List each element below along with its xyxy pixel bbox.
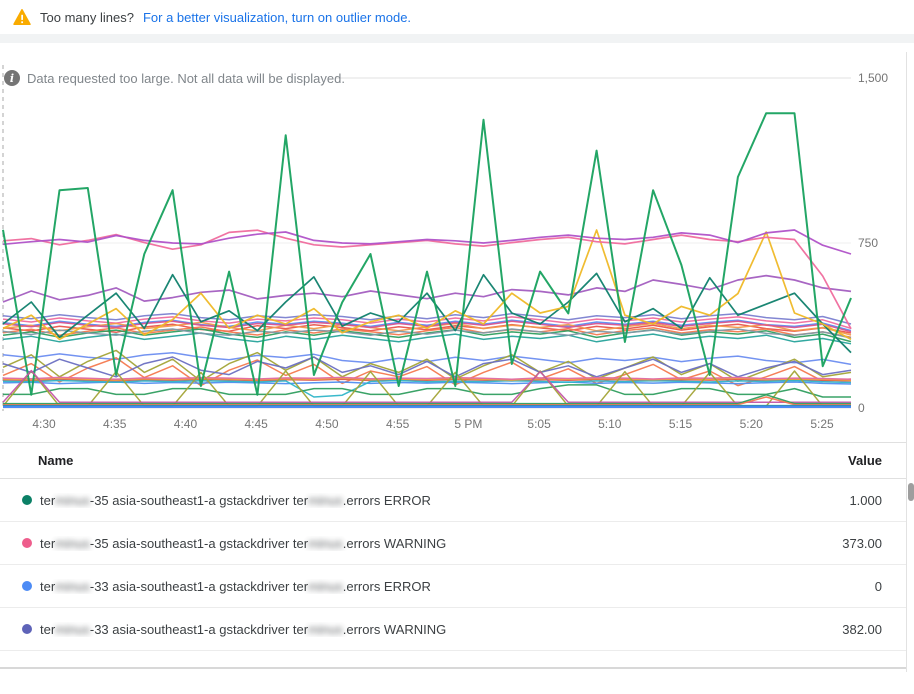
chart-section: i Data requested too large. Not all data… bbox=[0, 43, 914, 442]
chart-line-indigo-zigzag bbox=[2, 356, 852, 378]
legend-table-header: Name Value bbox=[0, 442, 914, 479]
x-tick-label: 4:50 bbox=[315, 417, 339, 431]
redacted-text: minus bbox=[55, 621, 90, 637]
legend-row[interactable]: terminus-33 asia-southeast1-a gstackdriv… bbox=[0, 565, 914, 608]
chart-line-band120-pink bbox=[2, 376, 852, 380]
chart-line-band120-orange bbox=[2, 377, 852, 381]
legend-row[interactable]: terminus-33 asia-southeast1-a gstackdriv… bbox=[0, 608, 914, 651]
chart-line-pink-750 bbox=[2, 229, 852, 330]
too-many-lines-banner: Too many lines? For a better visualizati… bbox=[0, 0, 914, 34]
x-tick-label: 4:45 bbox=[245, 417, 269, 431]
series-value: 0 bbox=[874, 578, 882, 594]
notice-text: Data requested too large. Not all data w… bbox=[27, 70, 345, 86]
redacted-text: minus bbox=[55, 492, 90, 508]
chart-line-gold-spiky bbox=[2, 229, 852, 341]
chart-line-bottom-orange bbox=[3, 396, 851, 406]
redacted-text: minus bbox=[55, 578, 90, 594]
section-divider-strip bbox=[0, 34, 914, 43]
banner-text: Too many lines? bbox=[40, 9, 134, 25]
x-tick-label: 5:20 bbox=[740, 417, 764, 431]
chart-line-cluster-bluegray bbox=[2, 328, 852, 339]
series-color-dot bbox=[22, 624, 32, 634]
chart-line-cluster-blue bbox=[2, 319, 852, 332]
chart-line-green-main-spiky bbox=[2, 112, 852, 396]
series-name: terminus-33 asia-southeast1-a gstackdriv… bbox=[40, 578, 431, 594]
chart-line-band120-red bbox=[2, 378, 852, 382]
x-tick-label: 5:05 bbox=[527, 417, 551, 431]
chart-line-band120-blue bbox=[2, 381, 852, 385]
legend-table: Name Value terminus-35 asia-southeast1-a… bbox=[0, 442, 914, 669]
legend-row[interactable]: terminus-35 asia-southeast1-a gstackdriv… bbox=[0, 522, 914, 565]
y-tick-label: 750 bbox=[858, 236, 878, 250]
x-tick-label: 4:55 bbox=[386, 417, 410, 431]
x-tick-label: 5:10 bbox=[598, 417, 622, 431]
chart-line-band120-cyan bbox=[2, 379, 852, 398]
redacted-text: minus bbox=[55, 535, 90, 551]
column-header-value: Value bbox=[848, 453, 882, 468]
y-tick-label: 1,500 bbox=[858, 71, 888, 85]
chart-line-cluster-pink bbox=[2, 316, 852, 330]
redacted-text: minus bbox=[308, 578, 343, 594]
chart-line-cluster-teal bbox=[2, 332, 852, 345]
chart-line-cluster-deep-orange bbox=[2, 326, 852, 338]
chart-line-bottom-green bbox=[3, 394, 851, 405]
chart-line-purple-mid bbox=[2, 274, 852, 303]
info-icon: i bbox=[4, 70, 20, 86]
x-tick-label: 5:25 bbox=[810, 417, 834, 431]
redacted-text: minus bbox=[308, 535, 343, 551]
x-tick-label: 5:15 bbox=[669, 417, 693, 431]
column-header-name: Name bbox=[38, 453, 74, 468]
legend-rows: terminus-35 asia-southeast1-a gstackdriv… bbox=[0, 479, 914, 651]
legend-table-footer bbox=[0, 651, 914, 669]
chart-line-magenta-750 bbox=[2, 229, 852, 255]
redacted-text: minus bbox=[308, 492, 343, 508]
x-tick-label: 5 PM bbox=[454, 417, 482, 431]
warning-icon bbox=[13, 9, 31, 25]
chart-line-cluster-crimson bbox=[2, 320, 852, 333]
series-color-dot bbox=[22, 581, 32, 591]
series-value: 1.000 bbox=[849, 492, 882, 508]
scrollbar-thumb[interactable] bbox=[908, 483, 914, 501]
chart-canvas[interactable]: 1,500 750 0 4:30 4:35 4:40 4:45 4:50 4:55 5 PM 5:0… bbox=[0, 43, 914, 442]
chart-line-teal-dark-spiky bbox=[2, 272, 852, 354]
series-color-dot bbox=[22, 495, 32, 505]
series-color-dot bbox=[22, 538, 32, 548]
chart-line-olive-zigzag bbox=[2, 349, 852, 382]
series-value: 382.00 bbox=[842, 621, 882, 637]
scrollbar-track[interactable] bbox=[906, 52, 914, 672]
series-name: terminus-33 asia-southeast1-a gstackdriv… bbox=[40, 621, 447, 637]
redacted-text: minus bbox=[308, 621, 343, 637]
outlier-mode-link[interactable]: For a better visualization, turn on outl… bbox=[142, 9, 412, 25]
series-value: 373.00 bbox=[842, 535, 882, 551]
x-tick-label: 4:30 bbox=[32, 417, 56, 431]
y-tick-label: 0 bbox=[858, 401, 865, 415]
series-name: terminus-35 asia-southeast1-a gstackdriv… bbox=[40, 492, 431, 508]
x-tick-label: 4:40 bbox=[174, 417, 198, 431]
data-too-large-notice: i Data requested too large. Not all data… bbox=[4, 70, 345, 86]
chart-line-green-low-plateau bbox=[3, 384, 851, 398]
series-name: terminus-35 asia-southeast1-a gstackdriv… bbox=[40, 535, 447, 551]
legend-row[interactable]: terminus-35 asia-southeast1-a gstackdriv… bbox=[0, 479, 914, 522]
x-tick-label: 4:35 bbox=[103, 417, 127, 431]
chart-line-bottom-magenta bbox=[2, 369, 851, 404]
